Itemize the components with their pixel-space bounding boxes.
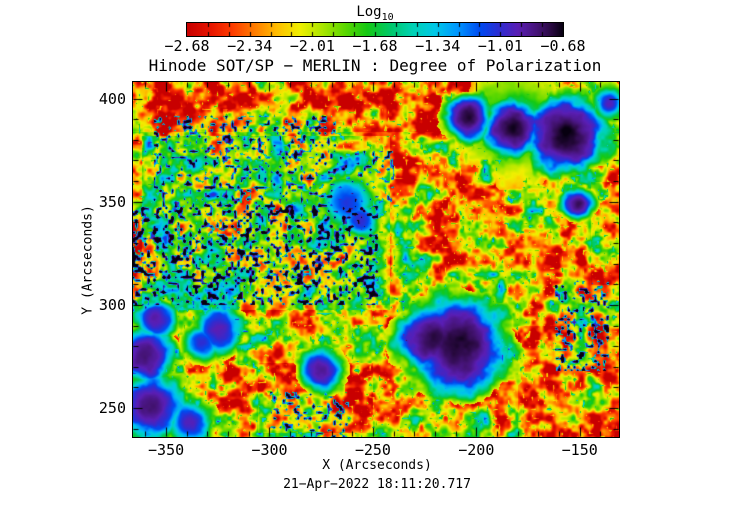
x-tick-label: −300 [251,441,288,459]
y-tick-label: 400 [98,89,126,108]
colorbar-tick-label: −1.68 [352,37,398,55]
timestamp-caption: 21−Apr−2022 18:11:20.717 [283,477,471,492]
colorbar-tick-label: −1.34 [415,37,461,55]
chart-title: Hinode SOT/SP − MERLIN : Degree of Polar… [148,56,602,75]
x-tick-label: −350 [148,441,185,459]
x-tick-label: −250 [354,441,391,459]
colorbar-title-main: Log [356,4,382,20]
colorbar-tick-label: −2.34 [227,37,273,55]
colorbar-title: Log10 [0,4,750,23]
colorbar-tick-label: −1.01 [477,37,523,55]
y-tick-label: 300 [98,295,126,314]
x-axis-label: X (Arcseconds) [322,458,432,473]
colorbar-gradient [186,22,564,37]
colorbar-tick-label: −2.68 [164,37,210,55]
colorbar-title-subscript: 10 [381,11,394,23]
colorbar-tick-label: −0.68 [540,37,586,55]
y-tick-label: 350 [98,192,126,211]
heatmap-canvas [132,81,620,438]
colorbar-tick-label: −2.01 [289,37,335,55]
x-tick-label: −200 [458,441,495,459]
x-tick-label: −150 [561,441,598,459]
y-tick-label: 250 [98,399,126,418]
